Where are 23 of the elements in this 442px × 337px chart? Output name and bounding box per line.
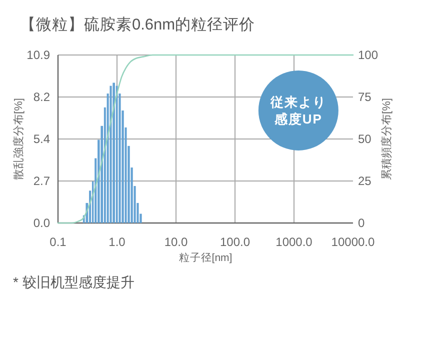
- y2-tick-label: 0: [358, 216, 365, 230]
- x-tick-label: 0.1: [50, 235, 67, 249]
- ylabel: 散乱強度分布[%]: [13, 98, 25, 180]
- x-tick-label: 10.0: [164, 235, 188, 249]
- x-tick-label: 100.0: [220, 235, 250, 249]
- y2-tick-label: 75: [358, 90, 372, 104]
- x-tick-label: 10000.0: [331, 235, 376, 249]
- y2-tick-label: 25: [358, 174, 372, 188]
- x-tick-label: 1000.0: [276, 235, 313, 249]
- x-tick-label: 1.0: [108, 235, 126, 249]
- y-tick-label: 8.2: [33, 90, 50, 104]
- xlabel: 粒子径[nm]: [178, 252, 232, 264]
- y-tick-label: 10.9: [26, 48, 50, 62]
- y-tick-label: 5.4: [33, 132, 50, 146]
- y2label: 累積頻度分布[%]: [381, 98, 393, 180]
- annotation: 感度UP: [274, 111, 322, 126]
- title: 【微粒】硫胺素0.6nm的粒径评价: [20, 16, 256, 34]
- y-tick-label: 2.7: [33, 174, 50, 188]
- y-tick-label: 0.0: [33, 216, 50, 230]
- annotation: * 较旧机型感度提升: [13, 274, 134, 290]
- y2-tick-label: 100: [358, 48, 378, 62]
- annotation: 従来より: [270, 94, 326, 110]
- y2-tick-label: 50: [358, 132, 372, 146]
